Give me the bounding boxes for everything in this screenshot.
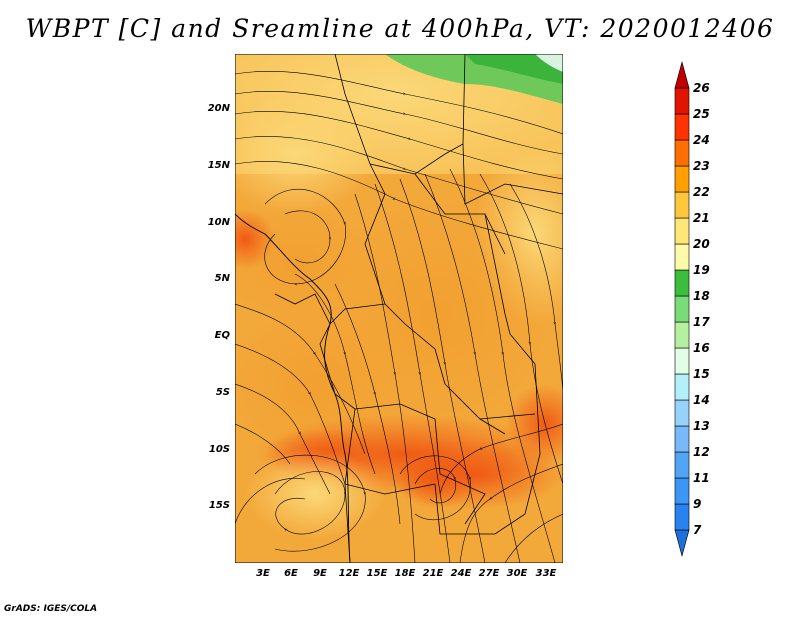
lon-label-15e: 15E bbox=[366, 568, 388, 579]
colorbar-bin bbox=[674, 191, 690, 219]
colorbar-label: 16 bbox=[693, 341, 710, 355]
colorbar-label: 23 bbox=[693, 159, 710, 173]
colorbar-label: 26 bbox=[693, 81, 710, 95]
lon-label-21e: 21E bbox=[422, 568, 444, 579]
lon-label-12e: 12E bbox=[338, 568, 360, 579]
colorbar-bin bbox=[674, 295, 690, 323]
coastline bbox=[235, 213, 351, 563]
streamline-map bbox=[235, 54, 563, 563]
lon-label-24e: 24E bbox=[450, 568, 472, 579]
colorbar-bin bbox=[674, 269, 690, 297]
colorbar-label: 19 bbox=[693, 263, 710, 277]
colorbar-bin bbox=[674, 217, 690, 245]
colorbar-bin bbox=[674, 425, 690, 453]
lat-label-10s: 10S bbox=[208, 444, 230, 455]
lon-label-6e: 6E bbox=[284, 568, 298, 579]
colorbar-label: 18 bbox=[693, 289, 710, 303]
colorbar-bin bbox=[674, 321, 690, 349]
colorbar-bin bbox=[674, 87, 690, 115]
lat-label-5s: 5S bbox=[215, 387, 230, 398]
colorbar-label: 11 bbox=[693, 471, 710, 485]
colorbar-label: 15 bbox=[693, 367, 710, 381]
colorbar-bin bbox=[674, 165, 690, 193]
colorbar-label: 25 bbox=[693, 107, 710, 121]
colorbar-label: 14 bbox=[693, 393, 710, 407]
colorbar-label: 7 bbox=[693, 523, 702, 537]
lat-label-5n: 5N bbox=[214, 273, 230, 284]
plot-title: WBPT [C] and Sreamline at 400hPa, VT: 20… bbox=[25, 14, 775, 43]
colorbar-label: 9 bbox=[693, 497, 702, 511]
colorbar-label: 13 bbox=[693, 419, 710, 433]
colorbar-bin bbox=[674, 243, 690, 271]
colorbar-bin bbox=[674, 503, 690, 531]
colorbar-label: 24 bbox=[693, 133, 710, 147]
lat-label-10n: 10N bbox=[207, 217, 230, 228]
lon-label-9e: 9E bbox=[313, 568, 327, 579]
colorbar-label: 17 bbox=[693, 315, 710, 329]
colorbar-bin bbox=[674, 373, 690, 401]
colorbar-label: 22 bbox=[693, 185, 710, 199]
colorbar-bin bbox=[674, 399, 690, 427]
lon-label-3e: 3E bbox=[256, 568, 270, 579]
lon-label-30e: 30E bbox=[506, 568, 528, 579]
colorbar-bin bbox=[674, 347, 690, 375]
lat-label-15s: 15S bbox=[208, 500, 230, 511]
lat-label-20n: 20N bbox=[207, 103, 230, 114]
lon-label-18e: 18E bbox=[394, 568, 416, 579]
colorbar-bin bbox=[674, 113, 690, 141]
colorbar bbox=[674, 60, 690, 558]
grads-credit: GrADS: IGES/COLA bbox=[4, 604, 98, 614]
lon-label-33e: 33E bbox=[535, 568, 557, 579]
colorbar-label: 21 bbox=[693, 211, 710, 225]
colorbar-min-triangle bbox=[674, 529, 690, 558]
colorbar-label: 20 bbox=[693, 237, 710, 251]
colorbar-bin bbox=[674, 139, 690, 167]
lon-label-27e: 27E bbox=[478, 568, 500, 579]
colorbar-bin bbox=[674, 477, 690, 505]
colorbar-label: 12 bbox=[693, 445, 710, 459]
country-borders bbox=[274, 54, 563, 563]
colorbar-bin bbox=[674, 451, 690, 479]
colorbar-max-triangle bbox=[674, 60, 690, 89]
lat-label-eq: EQ bbox=[214, 330, 230, 341]
lat-label-15n: 15N bbox=[207, 160, 230, 171]
